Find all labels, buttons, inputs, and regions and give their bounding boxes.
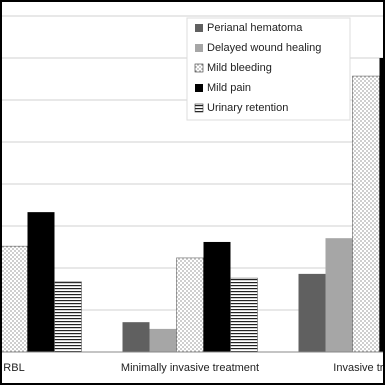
x-tick-label: Invasive treat	[333, 362, 385, 374]
legend-box	[186, 17, 351, 121]
legend-swatch	[195, 44, 203, 52]
legend: Perianal hematoma Delayed wound healing Mi…	[186, 17, 351, 121]
legend-label: Perianal hematoma	[207, 22, 303, 34]
legend-label: Delayed wound healing	[207, 42, 321, 54]
bar	[352, 75, 380, 353]
legend-swatch	[195, 24, 203, 32]
legend-swatch	[194, 63, 204, 73]
bar	[27, 212, 55, 352]
bar	[298, 273, 326, 352]
bar	[176, 257, 204, 353]
legend-swatch	[194, 103, 204, 113]
legend-swatch	[195, 84, 203, 92]
bar	[149, 328, 177, 352]
bar	[325, 238, 353, 352]
bar	[2, 245, 28, 353]
bar	[203, 241, 231, 352]
x-tick-label: Minimally invasive treatment	[121, 362, 259, 374]
legend-label: Mild pain	[207, 82, 251, 94]
x-tick-label: RBL	[3, 362, 24, 374]
legend-label: Mild bleeding	[207, 62, 272, 74]
bar	[122, 322, 150, 352]
plot-area: RBL Minimally invasive treatment Invasive …	[2, 15, 385, 374]
bar	[54, 281, 82, 353]
legend-label: Urinary retention	[207, 102, 288, 114]
bar	[379, 58, 383, 352]
bar	[230, 277, 258, 353]
